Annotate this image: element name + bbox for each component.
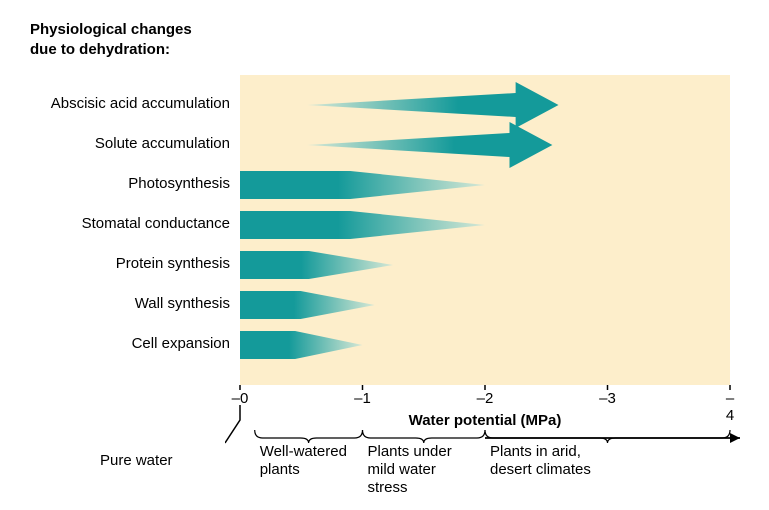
bar-0 [307,82,558,128]
diagram-root: Physiological changes due to dehydration… [30,20,740,490]
tick-2: –2 [477,390,494,407]
category-arid: Plants in arid,desert climates [490,443,591,479]
axis-area: –0 –1 –2 –3 –4 Water potential (MPa) Wel… [240,385,730,505]
bar-1 [307,122,552,168]
bar-5 [240,291,375,319]
row-label-wall: Wall synthesis [30,295,230,312]
row-label-photo: Photosynthesis [30,175,230,192]
row-label-aba: Abscisic acid accumulation [30,95,230,112]
row-label-stomata: Stomatal conductance [30,215,230,232]
pure-water-label: Pure water [100,452,173,469]
tick-0: –0 [232,390,249,407]
tick-1: –1 [354,390,371,407]
row-label-protein: Protein synthesis [30,255,230,272]
tick-3: –3 [599,390,616,407]
bar-4 [240,251,393,279]
bars-svg [240,75,730,385]
bar-6 [240,331,363,359]
title-line2: due to dehydration: [30,41,170,58]
axis-title: Water potential (MPa) [409,412,562,429]
row-label-cell: Cell expansion [30,335,230,352]
tick-4: –4 [726,390,734,424]
category-well-watered: Well-wateredplants [260,443,347,479]
diagram-title: Physiological changes due to dehydration… [30,20,192,59]
title-line1: Physiological changes [30,21,192,38]
category-mild-stress: Plants undermild waterstress [368,443,452,497]
bar-2 [240,171,485,199]
row-label-solute: Solute accumulation [30,135,230,152]
bar-3 [240,211,485,239]
